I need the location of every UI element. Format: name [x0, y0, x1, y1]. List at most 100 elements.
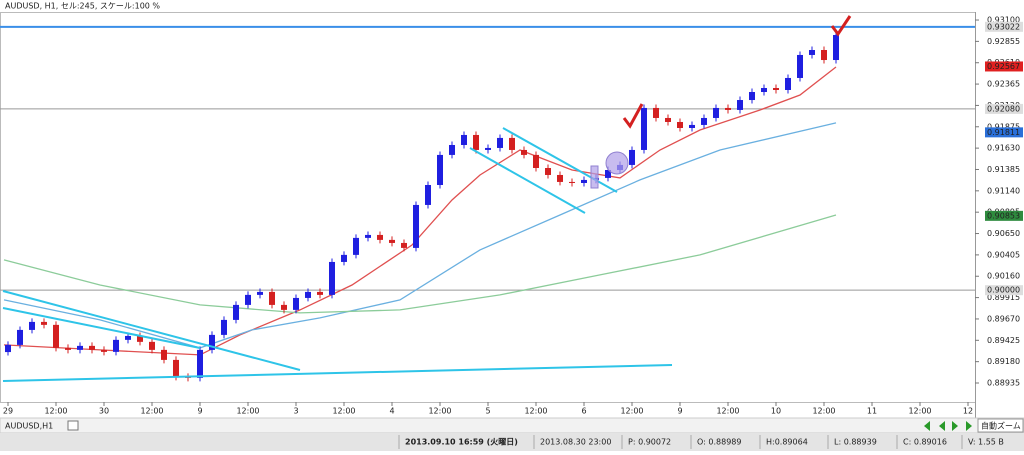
candle-body — [53, 324, 59, 348]
candle-body — [569, 181, 575, 183]
candle-body — [29, 321, 35, 330]
zoom-button[interactable] — [977, 418, 1024, 433]
candle-body — [341, 254, 347, 262]
candle-body — [305, 291, 311, 298]
candle-body — [473, 134, 479, 150]
moving-average — [3, 214, 837, 314]
x-tick-label: 12:00 — [908, 407, 931, 416]
candle-body — [761, 87, 767, 93]
chart-title: AUDUSD, H1, セル:245, スケール:100 % — [5, 2, 160, 11]
candle-body — [161, 349, 167, 360]
candle-body — [101, 349, 107, 352]
status-items: 2013.09.10 16:59 (火曜日) 2013.08.30 23:00 P:… — [398, 435, 1004, 449]
y-tick-label: 0.89180 — [987, 357, 1020, 366]
price-label-box — [985, 127, 1023, 138]
candle-body — [605, 170, 611, 178]
check-mark — [830, 15, 852, 37]
candle-body — [5, 344, 11, 353]
candle-body — [269, 291, 275, 305]
candle-body — [533, 154, 539, 168]
price-label: 0.92080 — [987, 104, 1020, 113]
candle-body — [113, 339, 119, 352]
candle-body — [797, 54, 803, 78]
y-tick-label: 0.89425 — [987, 336, 1020, 345]
candle-body — [437, 154, 443, 185]
x-tick-label: 12:00 — [812, 407, 835, 416]
moving-average — [3, 66, 837, 356]
candle-body — [725, 107, 731, 110]
price-label-box — [985, 61, 1023, 72]
candle-body — [833, 35, 839, 61]
y-tick-label: 0.91385 — [987, 165, 1020, 174]
candle-body — [701, 117, 707, 125]
scroll-last[interactable] — [966, 421, 972, 431]
candle-body — [41, 321, 47, 325]
candle-body — [317, 291, 323, 295]
x-tick-label: 12:00 — [44, 407, 67, 416]
candle-body — [293, 297, 299, 310]
status-item: 2013.09.10 16:59 (火曜日) — [405, 437, 518, 447]
x-tick-label: 3 — [293, 407, 298, 416]
y-tick-label: 0.93100 — [987, 16, 1020, 25]
scroll-right[interactable] — [952, 421, 958, 431]
y-tick-label: 0.91140 — [987, 186, 1020, 195]
chart-tab[interactable]: AUDUSD,H1 — [5, 422, 53, 431]
x-tick-label: 12:00 — [716, 407, 739, 416]
x-tick-label: 9 — [677, 407, 682, 416]
status-item: V: 1.55 B — [968, 438, 1004, 447]
candle-body — [125, 335, 131, 340]
highlight-circle — [605, 151, 629, 175]
candle-body — [677, 121, 683, 128]
y-tick-label: 0.90650 — [987, 229, 1020, 238]
x-tick-label: 11 — [867, 407, 877, 416]
x-tick-label: 12:00 — [524, 407, 547, 416]
candle-body — [461, 134, 467, 145]
candle-body — [785, 77, 791, 90]
y-tick-label: 0.92855 — [987, 37, 1020, 46]
candle-body — [245, 294, 251, 305]
candle-body — [173, 359, 179, 377]
candle-body — [365, 234, 371, 238]
scroll-left[interactable] — [939, 421, 945, 431]
candle-body — [197, 349, 203, 378]
candle-body — [737, 100, 743, 110]
price-label: 0.90853 — [987, 211, 1020, 220]
status-item: H:0.89064 — [766, 438, 808, 447]
trend-lines — [2, 127, 673, 382]
candle-body — [233, 304, 239, 320]
x-tick-label: 12:00 — [332, 407, 355, 416]
candle-body — [353, 237, 359, 255]
y-tick-label: 0.89915 — [987, 293, 1020, 302]
y-tick-label: 0.92365 — [987, 80, 1020, 89]
candle-body — [401, 242, 407, 248]
x-tick-label: 12:00 — [620, 407, 643, 416]
price-label-box — [985, 103, 1023, 114]
candle-body — [281, 304, 287, 310]
tab-icon[interactable] — [67, 420, 79, 431]
candle-body — [449, 144, 455, 155]
candle-body — [413, 204, 419, 248]
tab-bar — [0, 417, 1024, 434]
scroll-buttons — [924, 421, 972, 431]
check-mark — [622, 103, 644, 129]
status-item: P: 0.90072 — [628, 438, 671, 447]
candle-body — [821, 49, 827, 61]
candle-body — [377, 234, 383, 240]
candle-body — [629, 149, 635, 165]
candle-body — [137, 335, 143, 342]
y-tick-label: 0.91875 — [987, 122, 1020, 131]
scroll-first[interactable] — [924, 421, 930, 431]
candle-body — [545, 168, 551, 175]
zoom-label[interactable]: 自動ズーム — [981, 421, 1021, 431]
candle-body — [149, 341, 155, 350]
candle-body — [89, 345, 95, 350]
candle-body — [749, 92, 755, 101]
trend-line — [2, 290, 301, 371]
status-item: C: 0.89016 — [903, 438, 947, 447]
candle-body — [773, 87, 779, 90]
trend-line — [469, 147, 586, 214]
x-tick-label: 9 — [197, 407, 202, 416]
highlight-box — [590, 165, 599, 189]
x-tick-label: 12:00 — [236, 407, 259, 416]
